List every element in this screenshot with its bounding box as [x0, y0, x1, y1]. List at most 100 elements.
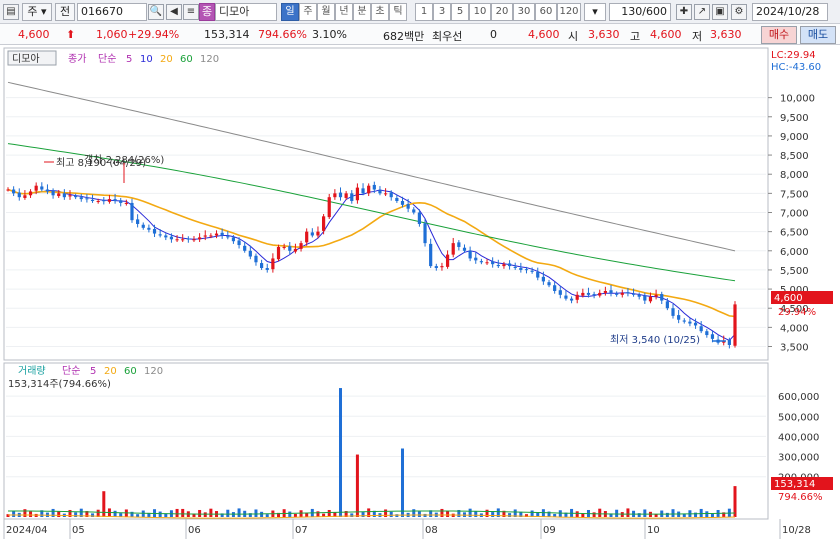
candle	[609, 290, 613, 293]
minute-5[interactable]: 5	[451, 3, 469, 21]
candle	[547, 282, 551, 286]
date-input[interactable]: 2024/10/28	[752, 3, 828, 21]
period-second[interactable]: 초	[371, 3, 389, 21]
candle	[130, 202, 134, 221]
candle	[507, 263, 512, 267]
candle	[626, 292, 630, 294]
candle	[260, 263, 264, 269]
candle	[113, 199, 117, 202]
volume-bar	[536, 512, 540, 517]
buy-button[interactable]: 매수	[761, 26, 797, 44]
save-icon[interactable]: ▣	[712, 4, 728, 20]
price-panel	[3, 47, 769, 361]
candle	[265, 268, 269, 270]
trend-icon[interactable]: ↗	[694, 4, 710, 20]
ma5-line	[7, 189, 736, 342]
volume-bar	[508, 513, 512, 517]
minute-120[interactable]: 120	[557, 3, 581, 21]
speaker-icon[interactable]: ◀	[166, 4, 182, 20]
quote-current: 4,600	[528, 28, 560, 41]
volume-bar	[553, 513, 557, 517]
candle	[406, 204, 410, 209]
volume-bar	[558, 510, 562, 517]
gear-icon[interactable]: ⚙	[731, 4, 747, 20]
volume-bar	[316, 511, 320, 517]
price-panel-tab[interactable]	[7, 50, 57, 66]
candle	[598, 292, 602, 296]
volume-bar	[248, 513, 252, 517]
candle	[575, 294, 579, 300]
up-arrow-icon: ⬆	[66, 28, 76, 41]
minute-10[interactable]: 10	[469, 3, 491, 21]
last-price-label: 4,600	[774, 293, 803, 304]
period-day[interactable]: 일	[281, 3, 299, 21]
volume-bar	[192, 513, 196, 517]
candle	[400, 201, 405, 205]
volume-ma60-line	[7, 510, 736, 515]
candle	[214, 233, 219, 236]
period-week[interactable]: 주	[299, 3, 317, 21]
grid-icon[interactable]: ✚	[676, 4, 692, 20]
period-minute[interactable]: 분	[353, 3, 371, 21]
candle	[68, 195, 72, 197]
sell-button[interactable]: 매도	[800, 26, 836, 44]
volume-bar	[626, 508, 630, 517]
minute-20[interactable]: 20	[491, 3, 513, 21]
candle	[688, 321, 692, 324]
volume-tick-label: 400,000	[778, 432, 819, 443]
minute-30[interactable]: 30	[513, 3, 535, 21]
quote-bar: 4,600 ⬆ 1,060 +29.94% 153,314 794.66% 3.…	[0, 24, 840, 45]
volume-bar	[547, 511, 551, 517]
volume-bar	[581, 513, 585, 517]
vol-last-box	[771, 477, 833, 490]
count-input[interactable]: 130/600	[609, 3, 671, 21]
code-input[interactable]: 016670	[77, 3, 147, 21]
candle	[90, 199, 95, 202]
candle	[682, 320, 686, 322]
volume-bar	[327, 509, 331, 517]
volume-bar	[513, 509, 517, 517]
search-icon[interactable]: 🔍	[148, 4, 164, 20]
stock-tag: 종	[199, 3, 215, 21]
volume-bar	[637, 513, 641, 517]
candle	[603, 290, 607, 293]
period-year[interactable]: 년	[335, 3, 353, 21]
period-month[interactable]: 월	[317, 3, 335, 21]
candle	[175, 239, 179, 241]
chart-icon[interactable]: ▤	[3, 4, 19, 20]
volume-bar	[23, 509, 27, 517]
vol-legend-20: 20	[104, 366, 117, 377]
period-tick[interactable]: 틱	[389, 3, 407, 21]
quote-change-pct: +29.94%	[128, 28, 180, 41]
volume-bar	[141, 510, 145, 517]
volume-bar	[389, 511, 393, 517]
candle	[271, 258, 275, 270]
quote-change: 1,060	[96, 28, 128, 41]
volume-bar	[79, 508, 83, 517]
quote-high: 4,600	[650, 28, 682, 41]
candle	[355, 187, 360, 201]
minute-3[interactable]: 3	[433, 3, 451, 21]
minute-1[interactable]: 1	[415, 3, 433, 21]
volume-bar	[654, 514, 658, 517]
volume-bar	[260, 511, 264, 517]
candle	[34, 185, 38, 191]
candle	[671, 308, 675, 316]
volume-bar	[203, 512, 207, 517]
menu-icon[interactable]: ≡	[183, 4, 199, 20]
candle	[699, 326, 703, 332]
volume-bar	[457, 509, 461, 517]
volume-bar	[530, 510, 534, 517]
x-tick-label: 10	[647, 525, 660, 536]
prev-button[interactable]: 전	[55, 3, 75, 21]
period-dropdown[interactable]: ▾	[584, 3, 606, 21]
candle	[57, 193, 61, 197]
candle	[553, 285, 557, 291]
candle	[643, 295, 647, 301]
minute-60[interactable]: 60	[535, 3, 557, 21]
market-select[interactable]: 주 ▾	[22, 3, 52, 21]
candle	[17, 192, 21, 198]
candle	[733, 304, 737, 346]
price-tick-label: 3,500	[780, 343, 809, 354]
x-tick-label: 06	[188, 525, 201, 536]
